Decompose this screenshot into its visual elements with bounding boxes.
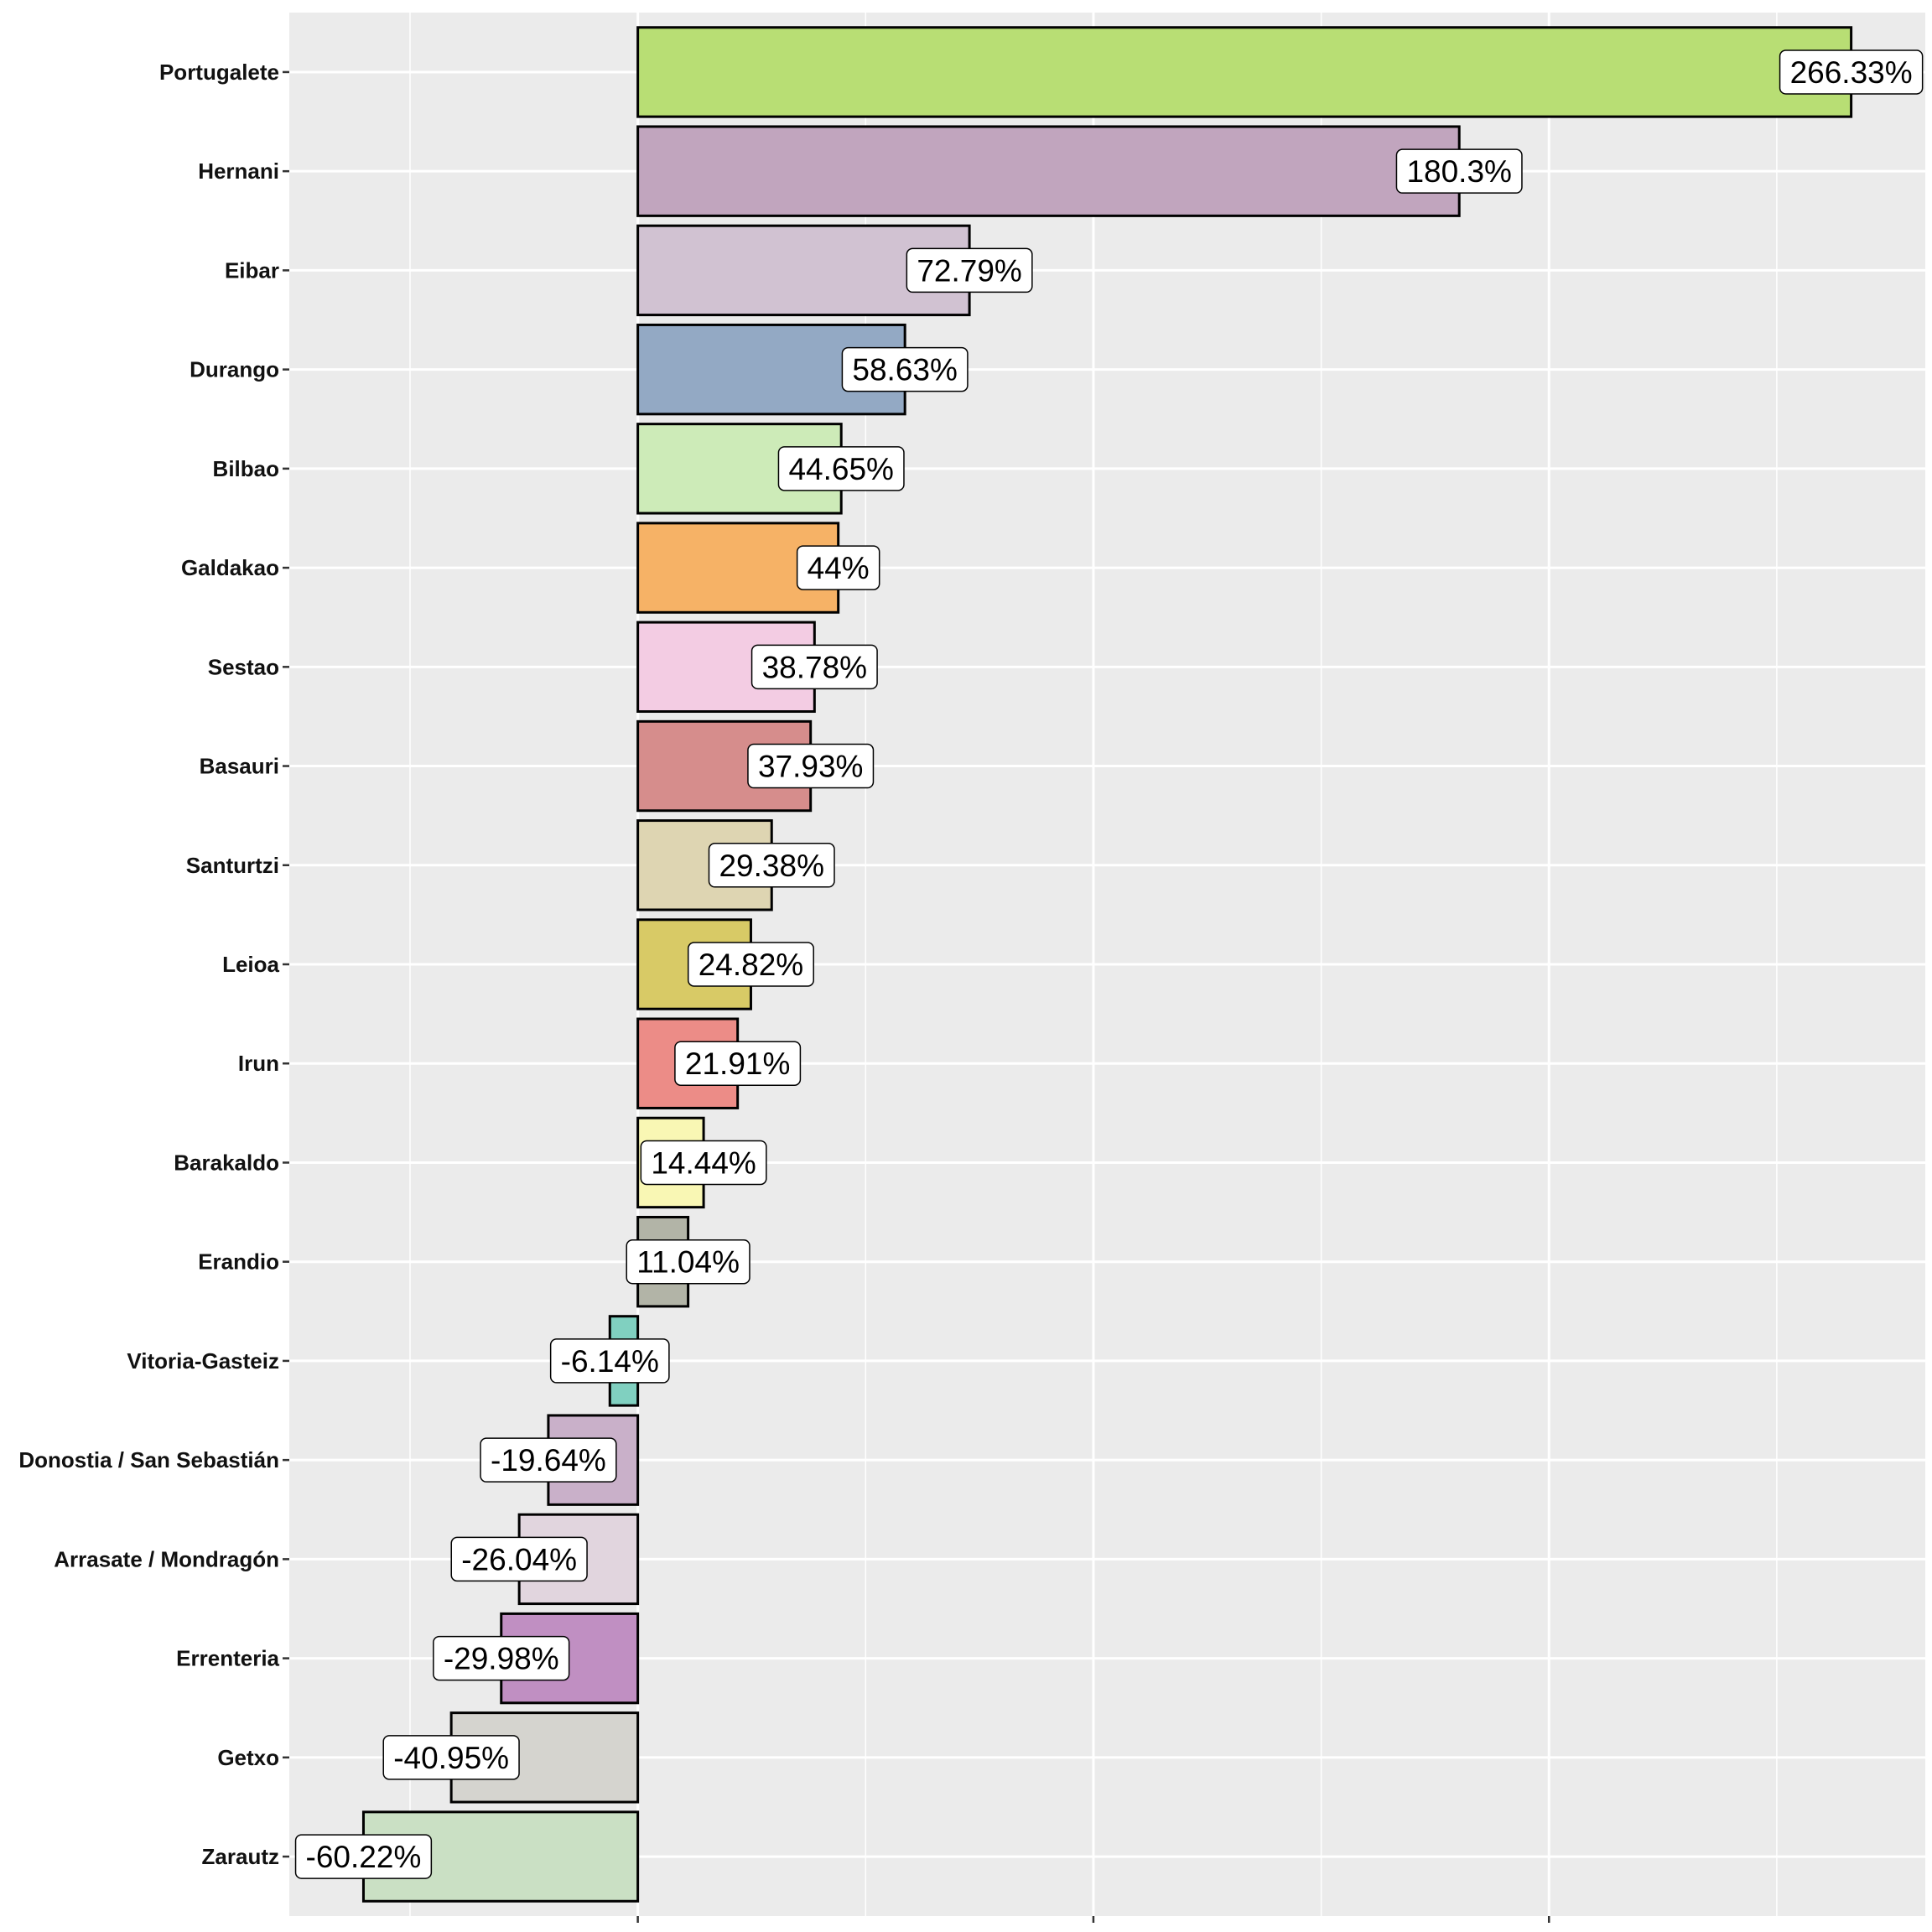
value-label-box (708, 843, 835, 888)
value-label: -6.14% (549, 1338, 670, 1384)
value-label-text: 21.91% (685, 1046, 791, 1081)
value-label: 37.93% (747, 743, 875, 789)
value-label: -29.98% (433, 1635, 570, 1681)
value-label-box (549, 1338, 670, 1384)
y-axis: Portugalete Hernani Eibar Durango Bilbao Gald… (18, 60, 289, 1869)
category-label: Barakaldo (174, 1150, 279, 1175)
value-label-text: -29.98% (444, 1642, 559, 1676)
category-label: Basauri (200, 754, 279, 779)
value-label: 58.63% (841, 346, 969, 392)
value-label: -60.22% (294, 1834, 433, 1879)
bar (636, 125, 1461, 217)
value-label-box (626, 1239, 750, 1285)
category-label: Arrasate / Mondragón (54, 1546, 279, 1571)
value-label-box (747, 743, 875, 789)
value-label-text: -40.95% (393, 1741, 509, 1775)
value-label-box (1395, 148, 1523, 194)
value-label-box (841, 346, 969, 392)
value-label-box (777, 446, 905, 491)
x-axis (636, 1916, 1550, 1923)
value-label: 72.79% (906, 247, 1033, 293)
category-label: Durango (190, 357, 279, 382)
category-label: Irun (238, 1051, 279, 1076)
category-label: Vitoria-Gasteiz (127, 1348, 279, 1374)
value-label: 24.82% (687, 942, 814, 987)
value-label-box (433, 1635, 570, 1681)
value-label-text: 44% (808, 551, 870, 585)
value-label-text: 180.3% (1406, 154, 1512, 189)
value-label-text: 11.04% (636, 1245, 740, 1280)
value-label-box (294, 1834, 433, 1879)
value-label: 180.3% (1395, 148, 1523, 194)
value-label: -26.04% (450, 1536, 588, 1582)
value-label-text: 37.93% (758, 750, 864, 784)
value-label-text: 72.79% (917, 253, 1022, 288)
value-label: 11.04% (626, 1239, 750, 1285)
category-label: Eibar (225, 257, 279, 283)
category-label: Errenteria (176, 1646, 279, 1671)
gridlines (289, 13, 1925, 1916)
value-label-text: 29.38% (719, 849, 824, 883)
value-label-text: -60.22% (306, 1840, 422, 1874)
value-label-text: 14.44% (651, 1145, 756, 1180)
category-label: Santurtzi (186, 853, 279, 878)
category-label: Galdakao (181, 555, 279, 580)
value-label: 44% (796, 545, 880, 590)
value-label: 266.33% (1779, 49, 1924, 95)
value-label-text: 266.33% (1790, 55, 1913, 90)
value-label: -19.64% (480, 1437, 617, 1483)
value-label-box (906, 247, 1033, 293)
value-label-text: 58.63% (852, 353, 958, 387)
value-label-box (750, 644, 878, 690)
category-label: Portugalete (159, 60, 279, 85)
category-label: Sestao (208, 654, 279, 679)
bar (636, 423, 843, 515)
category-label: Leioa (222, 952, 279, 977)
category-label: Hernani (198, 158, 279, 184)
category-label: Bilbao (213, 456, 279, 481)
value-label-text: -19.64% (491, 1443, 606, 1478)
category-label: Erandio (198, 1249, 279, 1275)
value-labels: 266.33% 180.3% 72.79% 58.63% 44.65% 44% 38.78%… (294, 49, 1924, 1879)
value-label: 21.91% (674, 1041, 802, 1086)
value-label-text: 44.65% (788, 452, 894, 486)
value-label: 44.65% (777, 446, 905, 491)
bar (636, 26, 1853, 118)
value-label: 14.44% (640, 1140, 767, 1186)
value-label: 38.78% (750, 644, 878, 690)
value-label-box (450, 1536, 588, 1582)
value-label-box (796, 545, 880, 590)
value-label-text: 38.78% (762, 650, 868, 684)
category-label: Zarautz (202, 1844, 279, 1869)
value-label: -40.95% (382, 1735, 520, 1780)
value-label-box (674, 1041, 802, 1086)
value-label: 29.38% (708, 843, 835, 888)
value-label-box (640, 1140, 767, 1186)
value-label-text: 24.82% (699, 948, 804, 982)
value-label-box (1779, 49, 1924, 95)
value-label-box (687, 942, 814, 987)
value-label-box (480, 1437, 617, 1483)
value-label-box (382, 1735, 520, 1780)
value-label-text: -6.14% (561, 1344, 659, 1379)
category-label: Donostia / San Sebastián (18, 1447, 279, 1472)
value-label-text: -26.04% (461, 1542, 577, 1576)
category-label: Getxo (217, 1745, 279, 1770)
